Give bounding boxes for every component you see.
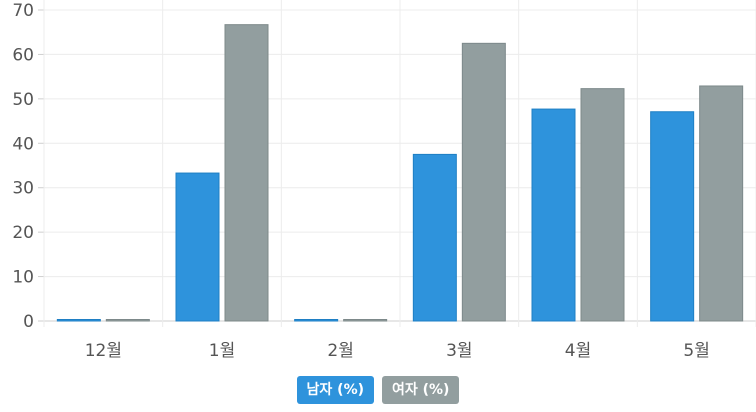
legend-item-male[interactable]: 남자 (%) xyxy=(296,376,374,404)
bar-male-0[interactable] xyxy=(56,319,101,322)
legend: 남자 (%) 여자 (%) xyxy=(0,376,756,404)
y-tick-label: 60 xyxy=(12,45,34,65)
grid-lines xyxy=(38,0,756,327)
bar-male-5[interactable] xyxy=(650,111,695,322)
y-tick-label: 40 xyxy=(12,134,34,154)
y-tick-label: 30 xyxy=(12,179,34,199)
x-tick-label: 12월 xyxy=(85,341,122,361)
x-tick-label: 1월 xyxy=(209,341,235,361)
y-axis-ticks: 0 10 20 30 40 50 60 70 xyxy=(12,1,34,332)
bar-male-1[interactable] xyxy=(175,172,220,322)
bar-female-1[interactable] xyxy=(224,24,269,322)
y-tick-label: 70 xyxy=(12,1,34,21)
bar-male-2[interactable] xyxy=(294,319,339,322)
y-tick-label: 0 xyxy=(23,312,34,332)
bar-female-5[interactable] xyxy=(699,85,744,322)
y-tick-label: 10 xyxy=(12,268,34,288)
bar-male-4[interactable] xyxy=(531,108,576,322)
bar-female-3[interactable] xyxy=(461,42,506,322)
x-tick-label: 2월 xyxy=(327,341,353,361)
bars xyxy=(56,24,744,322)
bar-male-3[interactable] xyxy=(412,153,457,322)
x-axis-ticks: 12월 1월 2월 3월 4월 5월 xyxy=(85,341,710,361)
bar-female-0[interactable] xyxy=(105,319,150,322)
x-tick-label: 4월 xyxy=(565,341,591,361)
y-tick-label: 50 xyxy=(12,90,34,110)
x-tick-label: 5월 xyxy=(683,341,709,361)
y-tick-label: 20 xyxy=(12,223,34,243)
x-tick-label: 3월 xyxy=(446,341,472,361)
bar-female-2[interactable] xyxy=(343,319,388,322)
legend-item-female[interactable]: 여자 (%) xyxy=(382,376,460,404)
bar-chart: 0 10 20 30 40 50 60 70 12월 1월 2월 3월 4월 5월 xyxy=(12,0,756,361)
bar-female-4[interactable] xyxy=(580,88,625,322)
